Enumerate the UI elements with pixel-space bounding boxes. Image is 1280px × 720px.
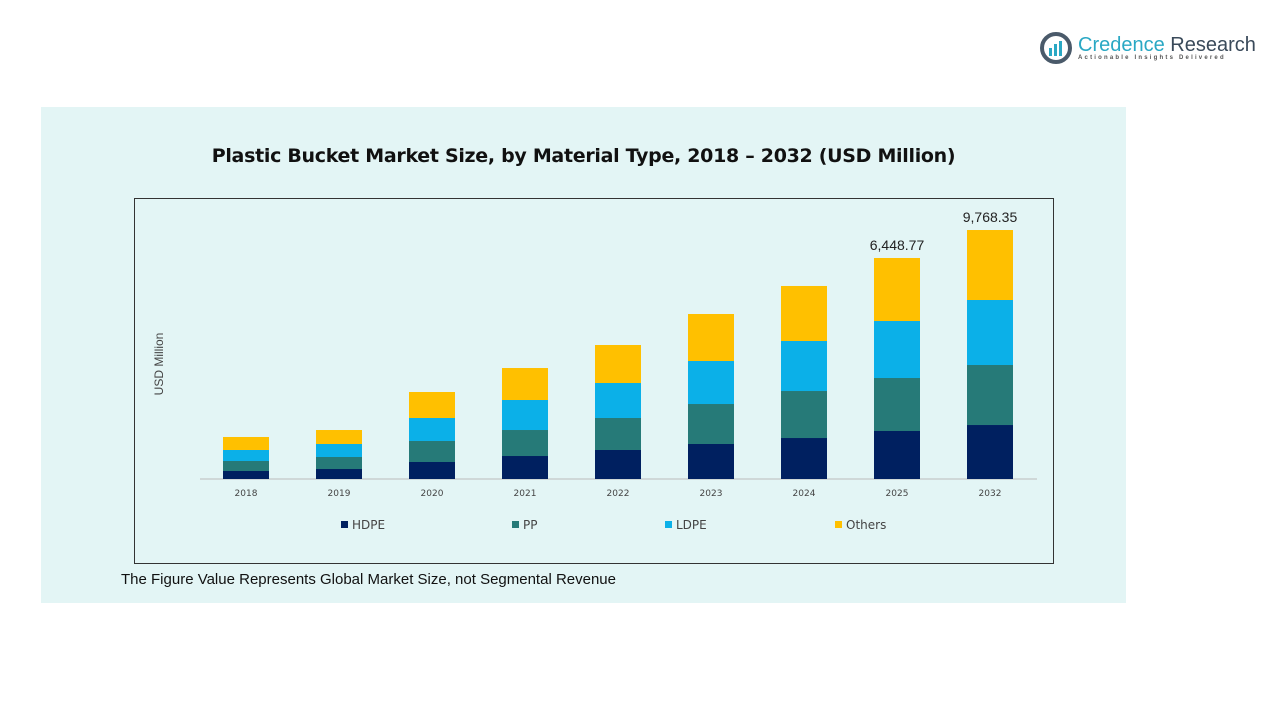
- bar-hdpe-2025: [874, 431, 920, 479]
- chart-panel: [41, 107, 1126, 603]
- bar-ldpe-2021: [502, 400, 548, 431]
- bar-hdpe-2024: [781, 438, 827, 479]
- bar-others-2025: [874, 257, 920, 322]
- logo-icon: [1040, 32, 1072, 64]
- legend-label-pp: PP: [523, 518, 537, 532]
- legend-marker-pp: [512, 521, 519, 528]
- legend-marker-ldpe: [665, 521, 672, 528]
- x-tick-label: 2021: [514, 489, 537, 499]
- x-tick-label: 2032: [979, 489, 1002, 499]
- bar-pp-2019: [316, 457, 362, 470]
- logo-name-part2: Research: [1164, 34, 1256, 56]
- logo-tagline: Actionable Insights Delivered: [1078, 55, 1226, 61]
- bar-ldpe-2025: [874, 321, 920, 379]
- bar-others-2021: [502, 368, 548, 401]
- bar-ldpe-2019: [316, 444, 362, 458]
- legend-marker-hdpe: [341, 521, 348, 528]
- x-tick-label: 2019: [328, 489, 351, 499]
- bar-pp-2018: [223, 461, 269, 471]
- bar-ldpe-2018: [223, 449, 269, 462]
- x-tick-label: 2020: [421, 489, 444, 499]
- bar-others-2022: [595, 344, 641, 384]
- credence-research-logo: Credence Research Actionable Insights De…: [1040, 32, 1256, 64]
- bar-hdpe-2019: [316, 469, 362, 479]
- plot-frame: [134, 198, 1054, 564]
- bar-hdpe-2018: [223, 470, 269, 479]
- logo-name-part1: Credence: [1078, 34, 1165, 56]
- bar-hdpe-2022: [595, 449, 641, 479]
- bar-pp-2022: [595, 418, 641, 450]
- bar-pp-2032: [967, 365, 1013, 426]
- bar-ldpe-2024: [781, 340, 827, 392]
- x-tick-label: 2022: [607, 489, 630, 499]
- bar-pp-2021: [502, 430, 548, 457]
- bar-others-2023: [688, 314, 734, 362]
- legend-label-others: Others: [846, 518, 886, 532]
- data-label-2032: 9,768.35: [963, 209, 1018, 225]
- footnote: The Figure Value Represents Global Marke…: [121, 571, 616, 588]
- bar-ldpe-2023: [688, 361, 734, 405]
- bar-hdpe-2023: [688, 444, 734, 479]
- data-label-2025: 6,448.77: [870, 237, 925, 253]
- x-tick-label: 2018: [235, 489, 258, 499]
- legend-label-hdpe: HDPE: [352, 518, 385, 532]
- x-tick-label: 2023: [700, 489, 723, 499]
- bar-hdpe-2032: [967, 425, 1013, 479]
- x-tick-label: 2025: [886, 489, 909, 499]
- bar-pp-2025: [874, 378, 920, 432]
- bar-others-2019: [316, 430, 362, 445]
- bar-pp-2023: [688, 404, 734, 445]
- bar-pp-2024: [781, 391, 827, 439]
- bar-ldpe-2032: [967, 300, 1013, 366]
- bar-others-2032: [967, 230, 1013, 301]
- x-tick-label: 2024: [793, 489, 816, 499]
- legend-label-ldpe: LDPE: [676, 518, 707, 532]
- chart-title: Plastic Bucket Market Size, by Material …: [211, 145, 956, 167]
- bar-others-2020: [409, 392, 455, 419]
- bar-pp-2020: [409, 440, 455, 462]
- bar-hdpe-2020: [409, 461, 455, 479]
- bar-others-2024: [781, 285, 827, 341]
- bar-ldpe-2020: [409, 418, 455, 441]
- bar-ldpe-2022: [595, 383, 641, 419]
- legend-marker-others: [835, 521, 842, 528]
- bar-hdpe-2021: [502, 456, 548, 479]
- bar-others-2018: [223, 436, 269, 450]
